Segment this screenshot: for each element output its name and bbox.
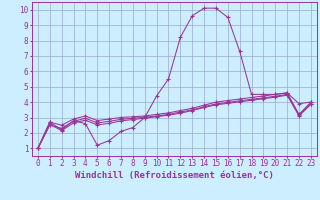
X-axis label: Windchill (Refroidissement éolien,°C): Windchill (Refroidissement éolien,°C) xyxy=(75,171,274,180)
